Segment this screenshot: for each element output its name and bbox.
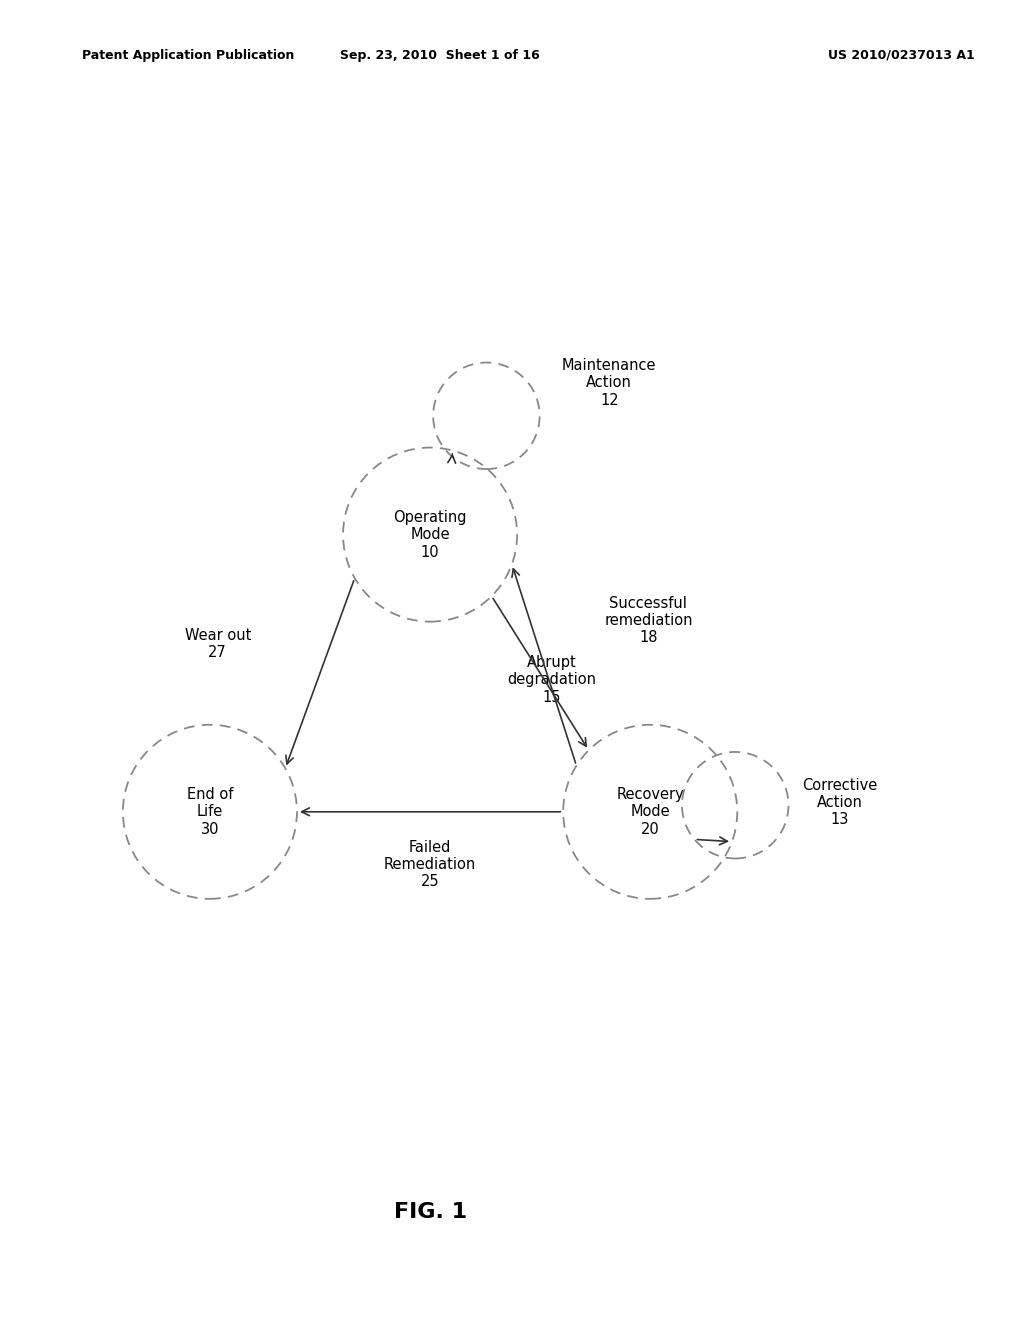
Text: Corrective
Action
13: Corrective Action 13	[802, 777, 878, 828]
Text: Failed
Remediation
25: Failed Remediation 25	[384, 840, 476, 890]
Text: FIG. 1: FIG. 1	[393, 1201, 467, 1222]
Text: Recovery
Mode
20: Recovery Mode 20	[616, 787, 684, 837]
Text: Sep. 23, 2010  Sheet 1 of 16: Sep. 23, 2010 Sheet 1 of 16	[340, 49, 541, 62]
Text: End of
Life
30: End of Life 30	[186, 787, 233, 837]
Text: Operating
Mode
10: Operating Mode 10	[393, 510, 467, 560]
Text: US 2010/0237013 A1: US 2010/0237013 A1	[827, 49, 975, 62]
Text: Wear out
27: Wear out 27	[184, 628, 251, 660]
Text: Successful
remediation
18: Successful remediation 18	[604, 595, 692, 645]
Text: Abrupt
degradation
15: Abrupt degradation 15	[507, 655, 596, 705]
Text: Maintenance
Action
12: Maintenance Action 12	[562, 358, 656, 408]
Text: Patent Application Publication: Patent Application Publication	[82, 49, 294, 62]
